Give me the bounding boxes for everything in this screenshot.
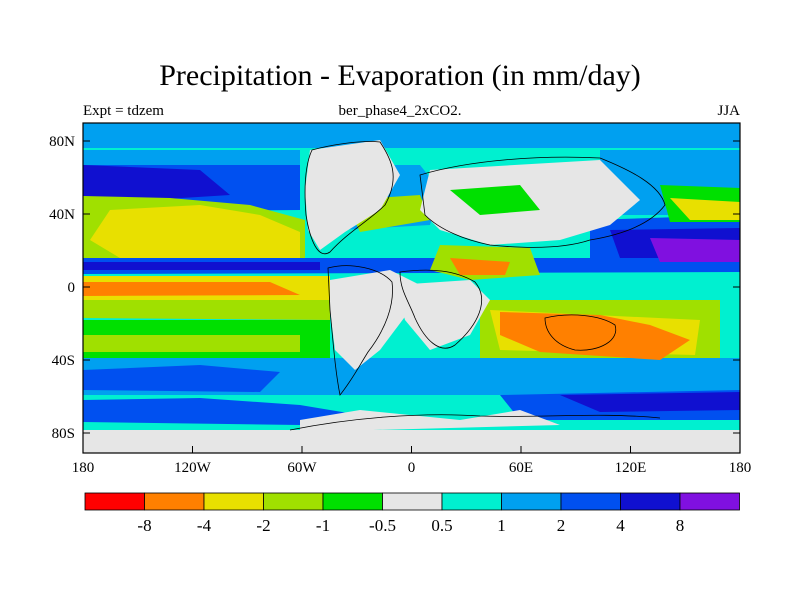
colorbar-swatch [441,492,502,511]
colorbar-swatch [322,492,383,511]
y-tick-label: 80S [52,426,75,442]
x-tick-label: 60E [509,460,533,476]
map-title: Precipitation - Evaporation (in mm/day) [159,59,641,92]
x-tick-label: 60W [287,460,317,476]
colorbar-label: -1 [316,516,330,535]
run-name-label: ber_phase4_2xCO2. [338,103,462,119]
y-tick-label: 40S [52,353,75,369]
colorbar-swatch [501,492,562,511]
tick-marks [82,140,741,453]
colorbar-label: 8 [676,516,685,535]
colorbar-label: -4 [197,516,212,535]
x-tick-label: 180 [72,460,95,476]
colorbar-swatch [382,492,443,511]
colorbar-swatch [84,492,145,511]
y-tick-label: 80N [49,134,75,150]
colorbar-label: -2 [256,516,270,535]
colorbar-label: 0.5 [431,516,452,535]
x-tick-label: 120W [174,460,212,476]
x-tick-label: 180 [729,460,752,476]
field-layer [83,123,740,453]
colorbar-label: 1 [497,516,506,535]
colorbar-swatch [560,492,621,511]
x-tick-label: 120E [615,460,647,476]
season-label: JJA [717,103,740,119]
x-tick-label: 0 [408,460,416,476]
colorbar-label: 4 [616,516,625,535]
y-tick-label: 40N [49,207,75,223]
colorbar-swatch [144,492,205,511]
colorbar-label: -0.5 [369,516,396,535]
colorbar-swatch [679,492,740,511]
colorbar-swatch [263,492,324,511]
coastlines [289,141,666,431]
colorbar: -8 -4 -2 -1 -0.5 0.5 1 2 4 8 [84,492,740,535]
colorbar-label: -8 [137,516,151,535]
y-tick-label: 0 [68,280,76,296]
colorbar-swatch [203,492,264,511]
colorbar-label: 2 [557,516,566,535]
x-tick-labels: 180 120W 60W 0 60E 120E 180 [72,460,752,476]
experiment-label: Expt = tdzem [83,103,164,119]
y-tick-labels: 80N 40N 0 40S 80S [49,134,75,442]
colorbar-swatch [620,492,681,511]
